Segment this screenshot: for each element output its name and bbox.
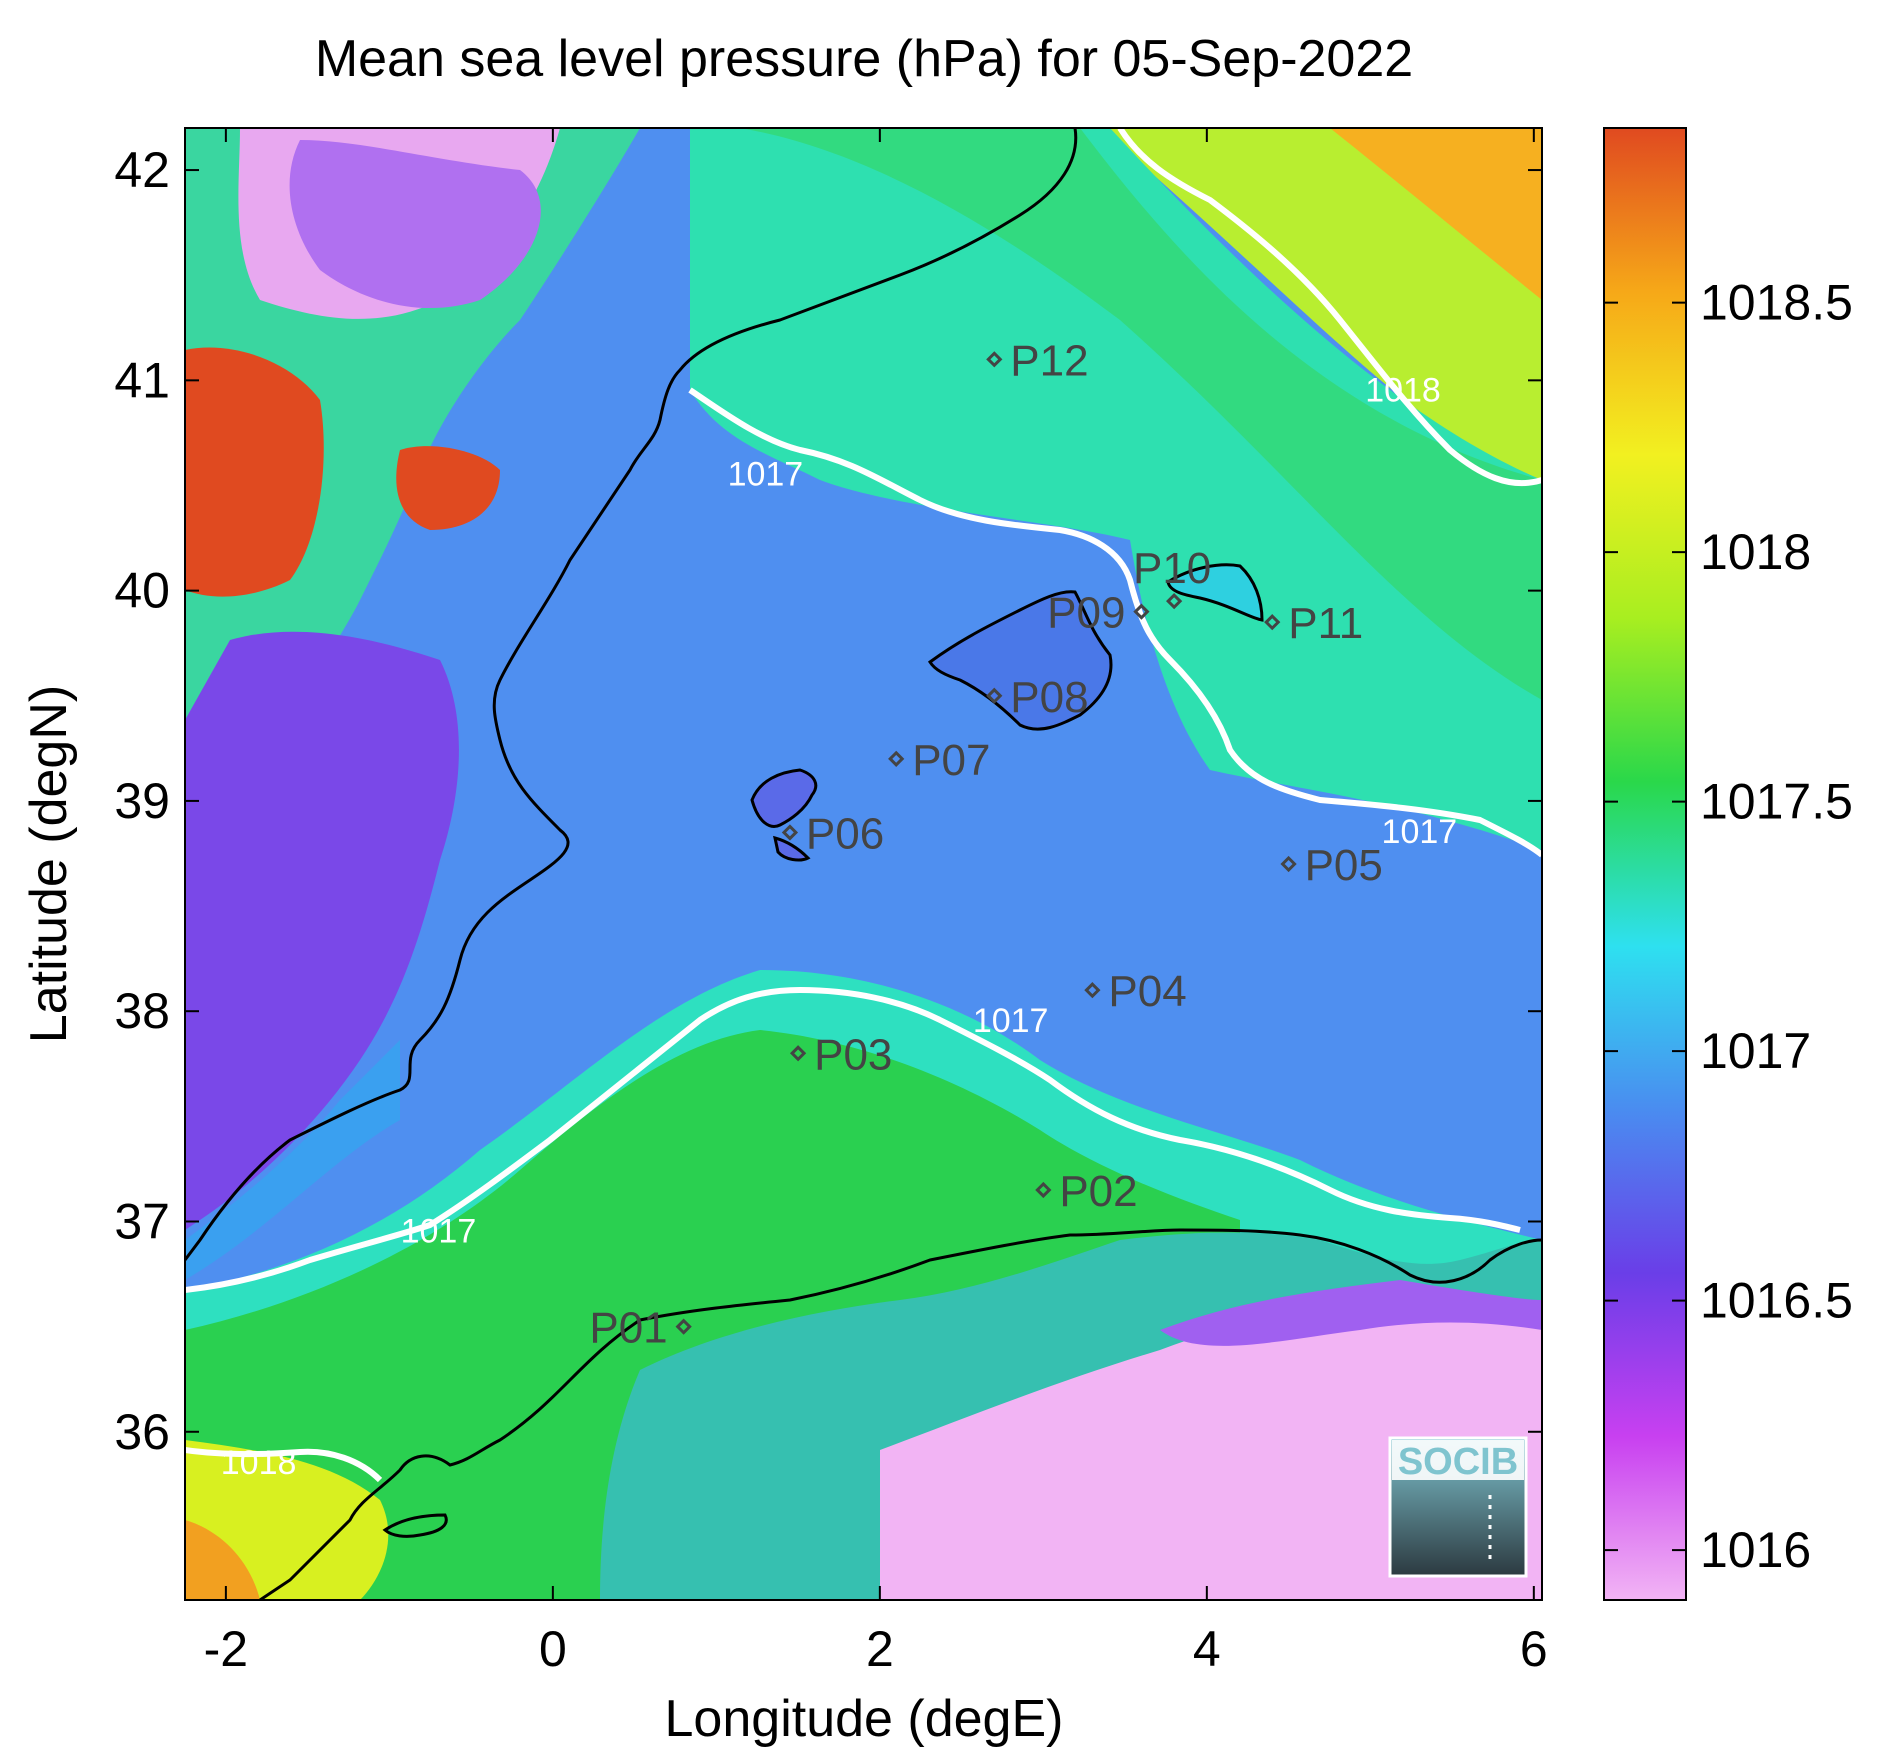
station-label: P07 — [912, 736, 990, 785]
land-iberia-green-south — [185, 1040, 400, 1280]
x-axis: -2 0 2 4 6 — [204, 128, 1548, 1677]
y-axis-label: Latitude (degN) — [20, 685, 78, 1043]
isobar-1017-south — [185, 986, 1521, 1293]
station-point[interactable]: P04 — [1084, 967, 1187, 1016]
x-tick-label: 0 — [539, 1621, 567, 1677]
map-title: Mean sea level pressure (hPa) for 05-Sep… — [315, 30, 1413, 88]
contour-label: 1017 — [728, 455, 804, 493]
x-tick-label: 2 — [866, 1621, 894, 1677]
diamond-marker-icon — [789, 1045, 807, 1062]
y-tick-label: 42 — [114, 142, 170, 198]
station-point[interactable]: P05 — [1280, 841, 1383, 890]
station-label: P03 — [814, 1030, 892, 1079]
pressure-high-northeast-core — [1330, 128, 1542, 300]
station-point[interactable]: P03 — [789, 1030, 892, 1079]
diamond-marker-icon — [1084, 982, 1101, 999]
diamond-marker-icon — [675, 1318, 692, 1335]
coastline-morocco — [259, 1318, 641, 1600]
island-ibiza[interactable] — [750, 768, 818, 828]
x-axis-label: Longitude (degE) — [665, 1690, 1064, 1748]
island-mallorca[interactable] — [927, 590, 1113, 731]
land-iberia-orange-2 — [396, 446, 500, 530]
station-label: P05 — [1305, 841, 1383, 890]
station-point[interactable]: P10 — [1133, 544, 1211, 610]
land-iberia — [185, 128, 640, 940]
x-tick-label: 6 — [1520, 1621, 1548, 1677]
diamond-marker-icon — [888, 750, 905, 767]
diamond-marker-icon — [1133, 603, 1150, 620]
coastline-iberia — [185, 128, 1078, 1261]
station-label: P01 — [589, 1304, 667, 1353]
station-point[interactable]: P09 — [1047, 589, 1150, 638]
station-label: P12 — [1010, 336, 1088, 385]
station-point[interactable]: P01 — [589, 1304, 692, 1353]
colorbar-tick-label: 1017.5 — [1700, 774, 1853, 830]
contour-label: 1018 — [1365, 371, 1441, 409]
contour-label: 1017 — [401, 1213, 477, 1251]
diamond-marker-icon — [781, 824, 799, 841]
colorbar-tick-label: 1017 — [1700, 1023, 1811, 1079]
contour-label: 1018 — [221, 1444, 297, 1482]
island-alboran[interactable] — [382, 1513, 448, 1538]
station-label: P08 — [1010, 673, 1088, 722]
diamond-marker-icon — [986, 687, 1003, 704]
pressure-orange-southwest — [185, 1520, 260, 1600]
socib-logo: SOCIB — [1388, 1436, 1528, 1578]
island-menorca[interactable] — [1166, 563, 1264, 622]
diamond-marker-icon — [1035, 1181, 1052, 1199]
station-label: P10 — [1133, 544, 1211, 593]
station-label: P09 — [1047, 589, 1125, 638]
x-tick-label: 4 — [1193, 1621, 1221, 1677]
diamond-marker-icon — [1280, 855, 1297, 873]
island-formentera[interactable] — [773, 835, 811, 862]
station-point[interactable]: P12 — [986, 336, 1089, 385]
diamond-marker-icon — [1264, 614, 1281, 631]
station-label: P04 — [1108, 967, 1186, 1016]
coastline-north-africa — [639, 1228, 1542, 1322]
diamond-marker-icon — [1166, 593, 1183, 610]
y-axis: 36 37 38 39 40 41 42 — [114, 142, 1542, 1460]
land-iberia-purple-south — [185, 631, 459, 1230]
contour-label: 1017 — [1382, 813, 1458, 851]
pressure-field: 1017 1018 1017 1017 1017 1018 P01 P02 P03 P04 P05… — [185, 128, 1542, 1600]
pressure-high-northeast — [1100, 128, 1542, 480]
y-tick-label: 40 — [114, 563, 170, 619]
station-point[interactable]: P08 — [986, 673, 1089, 722]
diamond-marker-icon — [986, 351, 1003, 368]
station-point[interactable]: P07 — [888, 736, 990, 785]
station-label: P06 — [806, 809, 884, 858]
colorbar-tick-label: 1016 — [1700, 1522, 1811, 1578]
colorbar-tick-label: 1018.5 — [1700, 275, 1853, 331]
y-tick-label: 38 — [114, 983, 170, 1039]
colorbar: 1016 1016.5 1017 1017.5 1018 1018.5 — [1603, 127, 1853, 1601]
colorbar-tick-label: 1016.5 — [1700, 1273, 1853, 1329]
colorbar-gradient — [1603, 127, 1687, 1601]
x-tick-label: -2 — [204, 1621, 248, 1677]
land-africa-purple — [1160, 1280, 1542, 1346]
y-tick-label: 37 — [114, 1193, 170, 1249]
colorbar-tick-label: 1018 — [1700, 524, 1811, 580]
pressure-green-north-outer — [740, 128, 1542, 700]
y-tick-label: 39 — [114, 773, 170, 829]
y-tick-label: 36 — [114, 1404, 170, 1460]
station-point[interactable]: P02 — [1035, 1167, 1138, 1216]
isobar-1018-northeast — [1117, 128, 1542, 487]
land-iberia-purple — [289, 140, 541, 309]
y-tick-label: 41 — [114, 352, 170, 408]
station-label: P02 — [1059, 1167, 1137, 1216]
pressure-green-north — [690, 128, 1542, 850]
land-iberia-orange — [185, 347, 324, 597]
contour-label: 1017 — [973, 1002, 1049, 1040]
socib-logo-text: SOCIB — [1398, 1441, 1518, 1483]
land-africa-pink — [880, 1290, 1542, 1600]
station-point[interactable]: P06 — [781, 809, 884, 858]
station-point[interactable]: P11 — [1264, 599, 1363, 648]
plot-frame — [184, 127, 1543, 1601]
isobar-1018-southwest — [185, 1447, 383, 1483]
station-label: P11 — [1288, 599, 1363, 648]
